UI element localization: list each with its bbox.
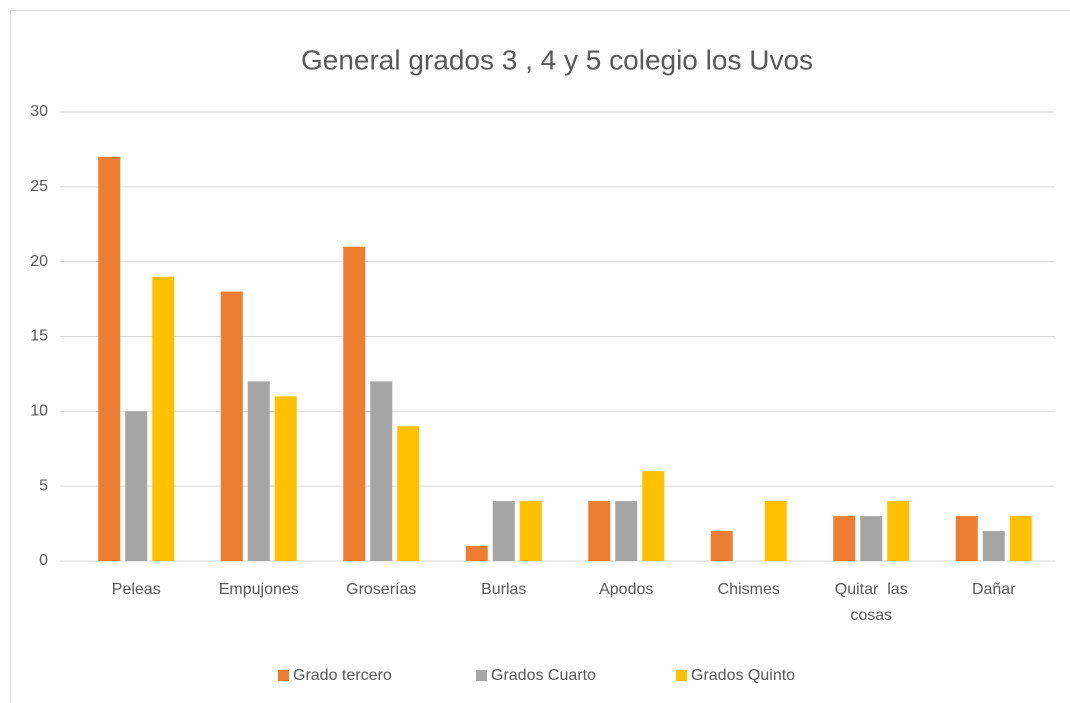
bar [764,501,787,561]
x-tick-label: Empujones [218,581,299,598]
x-tick-label: Quitar las cosas [834,581,913,624]
bar [519,501,542,561]
bar [833,516,856,561]
bar [152,276,175,561]
x-tick-label: Chismes [717,581,780,598]
y-tick-label: 25 [30,178,48,195]
y-tick-label: 30 [30,103,48,120]
bar [274,396,297,561]
bar [492,501,515,561]
y-tick-label: 15 [30,328,48,345]
legend-swatch [476,670,487,681]
bar [343,246,366,561]
chart-title: General grados 3 , 4 y 5 colegio los Uvo… [301,44,813,75]
y-tick-label: 10 [30,403,48,420]
chart-border [10,10,1070,703]
bar [710,531,733,561]
bar [397,426,420,561]
bar [220,291,243,561]
bar [247,381,270,561]
x-tick-label: Dañar [971,581,1016,598]
bar [642,471,665,561]
bar [588,501,611,561]
legend-label: Grado tercero [293,667,392,684]
bar [1009,516,1032,561]
x-tick-label: Apodos [599,581,654,598]
legend-swatch [676,670,687,681]
bar [615,501,638,561]
bar [98,156,121,561]
x-tick-label: Burlas [481,581,527,598]
x-tick-label: Groserías [346,581,417,598]
bar [125,411,148,561]
bar [982,531,1005,561]
y-tick-label: 20 [30,253,48,270]
bar [955,516,978,561]
legend-label: Grados Quinto [691,667,795,684]
bar [860,516,883,561]
legend-swatch [278,670,289,681]
y-tick-label: 0 [39,552,48,569]
bar [465,546,488,561]
y-tick-label: 5 [39,477,48,494]
legend-label: Grados Cuarto [491,667,596,684]
bar [370,381,393,561]
bar [887,501,910,561]
x-tick-label: Peleas [111,581,161,598]
